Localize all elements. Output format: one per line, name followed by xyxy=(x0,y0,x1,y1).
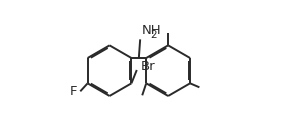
Text: Br: Br xyxy=(141,60,155,73)
Text: F: F xyxy=(69,85,77,98)
Text: 2: 2 xyxy=(150,30,157,40)
Text: NH: NH xyxy=(141,24,161,37)
